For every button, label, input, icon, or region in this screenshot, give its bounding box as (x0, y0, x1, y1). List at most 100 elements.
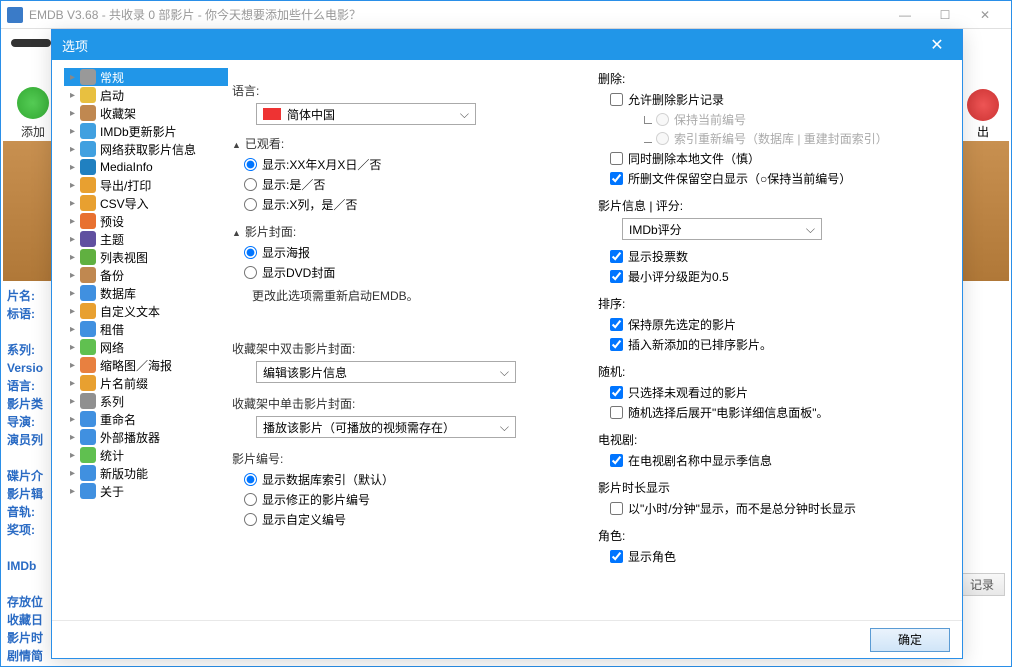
dialog-titlebar: 选项 ✕ (52, 30, 962, 60)
sgl-select[interactable]: 播放该影片（可播放的视频需存在） (256, 416, 516, 438)
tree-item-关于[interactable]: ▸关于 (64, 482, 228, 500)
ok-button[interactable]: 确定 (870, 628, 950, 652)
tree-item-网络[interactable]: ▸网络 (64, 338, 228, 356)
del-allow-check[interactable] (610, 93, 623, 106)
tree-item-MediaInfo[interactable]: ▸MediaInfo (64, 158, 228, 176)
tree-item-列表视图[interactable]: ▸列表视图 (64, 248, 228, 266)
tree-item-外部播放器[interactable]: ▸外部播放器 (64, 428, 228, 446)
cover-note: 更改此选项需重新启动EMDB。 (252, 287, 586, 304)
lang-value: 简体中国 (287, 106, 335, 123)
tree-icon (80, 465, 96, 481)
del-local-check[interactable] (610, 152, 623, 165)
del-blank-check[interactable] (610, 172, 623, 185)
rating-min-check[interactable] (610, 270, 623, 283)
rand-expand-check[interactable] (610, 406, 623, 419)
tree-icon (80, 411, 96, 427)
tree-icon (80, 87, 96, 103)
export-icon[interactable] (967, 89, 999, 121)
watched-opt-0[interactable] (244, 158, 257, 171)
num-opt-2[interactable] (244, 513, 257, 526)
tree-item-自定义文本[interactable]: ▸自定义文本 (64, 302, 228, 320)
tree-item-缩略图／海报[interactable]: ▸缩略图／海报 (64, 356, 228, 374)
tree-icon (80, 159, 96, 175)
tree-icon (80, 285, 96, 301)
rand-unwatched-check[interactable] (610, 386, 623, 399)
maximize-button[interactable]: ☐ (925, 4, 965, 26)
sort-insert-check[interactable] (610, 338, 623, 351)
tree-item-网络获取影片信息[interactable]: ▸网络获取影片信息 (64, 140, 228, 158)
tree-icon (80, 231, 96, 247)
watched-opt-1[interactable] (244, 178, 257, 191)
dialog-footer: 确定 (52, 620, 962, 658)
tree-item-备份[interactable]: ▸备份 (64, 266, 228, 284)
tree-icon (80, 339, 96, 355)
tree-item-新版功能[interactable]: ▸新版功能 (64, 464, 228, 482)
num-opt-1[interactable] (244, 493, 257, 506)
watched-opt-2[interactable] (244, 198, 257, 211)
record-button[interactable]: 记录 (959, 573, 1005, 596)
dbl-select[interactable]: 编辑该影片信息 (256, 361, 516, 383)
tree-icon (80, 177, 96, 193)
dur-hm-check[interactable] (610, 502, 623, 515)
close-button[interactable]: ✕ (965, 4, 1005, 26)
tree-item-重命名[interactable]: ▸重命名 (64, 410, 228, 428)
rating-select[interactable]: IMDb评分 (622, 218, 822, 240)
settings-col-right: 删除: 允许删除影片记录 保持当前编号 索引重新编号（数据库 | 重建封面索引）… (598, 70, 952, 610)
tree-item-片名前缀[interactable]: ▸片名前缀 (64, 374, 228, 392)
tree-icon (80, 429, 96, 445)
tree-icon (80, 393, 96, 409)
minimize-button[interactable]: — (885, 4, 925, 26)
del-reidx-radio (656, 132, 669, 145)
settings-col-left: 语言: 简体中国 已观看: 显示:XX年X月X日／否 显示:是／否 显示:X列，… (232, 70, 586, 610)
tree-item-租借[interactable]: ▸租借 (64, 320, 228, 338)
sgl-label: 收藏架中单击影片封面: (232, 395, 586, 412)
sort-label: 排序: (598, 295, 952, 312)
rand-label: 随机: (598, 363, 952, 380)
tree-item-统计[interactable]: ▸统计 (64, 446, 228, 464)
tree-icon (80, 267, 96, 283)
tree-item-收藏架[interactable]: ▸收藏架 (64, 104, 228, 122)
tree-icon (80, 249, 96, 265)
tree-item-主题[interactable]: ▸主题 (64, 230, 228, 248)
tv-label: 电视剧: (598, 431, 952, 448)
cover-label: 影片封面: (232, 223, 586, 240)
tree-item-预设[interactable]: ▸预设 (64, 212, 228, 230)
lang-select[interactable]: 简体中国 (256, 103, 476, 125)
app-icon (7, 7, 23, 23)
cover-opt-1[interactable] (244, 266, 257, 279)
role-show-check[interactable] (610, 550, 623, 563)
num-label: 影片编号: (232, 450, 586, 467)
sort-keep-check[interactable] (610, 318, 623, 331)
dialog-close-button[interactable]: ✕ (922, 35, 952, 55)
tree-item-数据库[interactable]: ▸数据库 (64, 284, 228, 302)
tree-item-IMDb更新影片[interactable]: ▸IMDb更新影片 (64, 122, 228, 140)
del-label: 删除: (598, 70, 952, 87)
options-dialog: 选项 ✕ ▸常规▸启动▸收藏架▸IMDb更新影片▸网络获取影片信息▸MediaI… (51, 29, 963, 659)
tree-icon (80, 213, 96, 229)
side-labels: 片名:标语: 系列:Versio语言:影片类导演:演员列 碟片介影片辑音轨:奖项… (7, 287, 43, 665)
num-opt-0[interactable] (244, 473, 257, 486)
tree-icon (80, 357, 96, 373)
tree-item-系列[interactable]: ▸系列 (64, 392, 228, 410)
rating-votes-check[interactable] (610, 250, 623, 263)
tree-icon (80, 321, 96, 337)
rating-label: 影片信息 | 评分: (598, 197, 952, 214)
role-label: 角色: (598, 527, 952, 544)
watched-label: 已观看: (232, 135, 586, 152)
tv-season-check[interactable] (610, 454, 623, 467)
lang-flag-icon (263, 108, 281, 120)
add-icon[interactable] (17, 87, 49, 119)
cover-opt-0[interactable] (244, 246, 257, 259)
tree-item-启动[interactable]: ▸启动 (64, 86, 228, 104)
lang-label: 语言: (232, 82, 586, 99)
export-label: 出 (967, 123, 999, 140)
tree-item-CSV导入[interactable]: ▸CSV导入 (64, 194, 228, 212)
del-keep-radio (656, 113, 669, 126)
add-label: 添加 (21, 123, 45, 140)
tree-icon (80, 105, 96, 121)
tree-item-常规[interactable]: ▸常规 (64, 68, 228, 86)
dbl-label: 收藏架中双击影片封面: (232, 340, 586, 357)
main-titlebar: EMDB V3.68 - 共收录 0 部影片 - 你今天想要添加些什么电影？ —… (1, 1, 1011, 29)
tree-item-导出/打印[interactable]: ▸导出/打印 (64, 176, 228, 194)
dialog-title: 选项 (62, 36, 922, 55)
